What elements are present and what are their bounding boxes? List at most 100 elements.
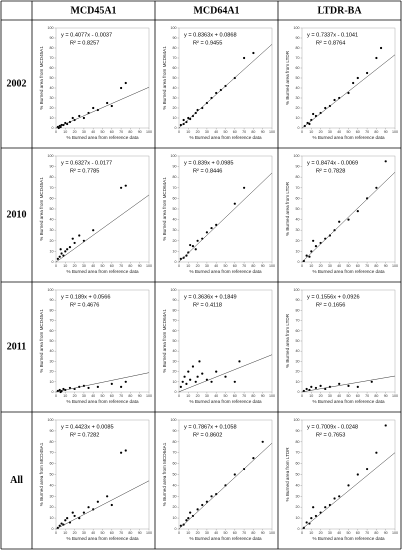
point [224,375,227,378]
x-tick-label: 70 [119,531,123,535]
y-tick-label: 70 [50,319,54,323]
y-tick-label: 40 [296,218,300,222]
point [347,91,350,95]
point [58,255,61,258]
point [179,524,182,527]
x-tick-label: 40 [214,130,218,134]
y-tick-label: 40 [296,349,300,353]
y-tick-label: 20 [296,370,300,374]
point [312,112,315,116]
x-tick-label: 30 [328,394,332,398]
fit-equation: y = 0.7337x - 0.1041 [307,32,358,38]
y-tick-label: 80 [296,440,300,444]
x-tick-label: 70 [242,130,246,134]
y-axis-label: % Burned area from MCD64A1 [162,309,167,373]
x-tick-label: 60 [233,531,237,535]
point [191,365,195,368]
y-tick-label: 70 [296,451,300,455]
x-axis-label: % Burned area from reference data [312,399,384,404]
x-axis-label: % Burned area from reference data [66,269,138,274]
y-tick-label: 0 [175,527,177,531]
x-tick-label: 100 [146,394,152,398]
x-tick-label: 90 [384,130,388,134]
y-tick-label: 10 [173,380,177,384]
y-tick-label: 70 [50,451,54,455]
y-tick-label: 90 [296,429,300,433]
x-tick-label: 70 [242,531,246,535]
x-tick-label: 40 [337,531,341,535]
x-tick-label: 0 [178,264,180,268]
fit-equation: y = 0.7009x - 0.0248 [307,424,358,430]
y-tick-label: 20 [50,370,54,374]
point [310,250,313,253]
point [333,497,336,500]
y-tick-label: 60 [50,462,54,466]
x-tick-label: 80 [128,394,132,398]
point [347,384,350,387]
point [196,508,199,511]
point [375,451,378,454]
point [189,378,192,381]
point [191,245,195,248]
y-tick-label: 90 [50,36,54,40]
y-tick-label: 40 [173,483,177,487]
y-tick-label: 10 [296,380,300,384]
y-tick-label: 90 [173,298,177,302]
y-tick-label: 70 [173,451,177,455]
x-tick-label: 90 [384,394,388,398]
x-tick-label: 0 [55,394,57,398]
x-tick-label: 0 [178,394,180,398]
y-tick-label: 100 [294,26,300,30]
scatter-chart: 0 10 20 30 40 50 60 70 80 90 100 0 10 20 30 40 50 60 70 80 9… [162,154,275,274]
y-tick-label: 100 [171,288,177,292]
y-tick-label: 30 [173,494,177,498]
point [233,473,236,476]
y-tick-label: 30 [50,96,54,100]
point [120,186,123,189]
point [252,457,255,460]
x-tick-label: 10 [186,394,190,398]
point [210,380,213,383]
x-tick-label: 50 [101,130,105,134]
y-tick-label: 10 [296,249,300,253]
x-tick-label: 60 [110,394,114,398]
y-tick-label: 30 [296,494,300,498]
x-tick-label: 30 [328,531,332,535]
y-tick-label: 20 [173,239,177,243]
x-tick-label: 90 [261,394,265,398]
y-tick-label: 70 [173,56,177,60]
point [189,511,192,514]
y-tick-label: 0 [52,527,54,531]
point [78,114,81,118]
point [56,257,59,260]
x-tick-label: 90 [138,531,142,535]
point [110,382,113,385]
x-tick-label: 0 [178,130,180,134]
point [78,517,81,520]
point [191,114,195,118]
y-tick-label: 40 [50,86,54,90]
point [384,424,387,427]
point [187,251,190,254]
point [68,246,72,249]
point [305,387,308,391]
point [333,98,336,102]
x-axis-label: % Burned area from reference data [312,135,384,140]
y-tick-label: 80 [173,308,177,312]
point [366,467,369,471]
point [243,56,246,60]
x-tick-label: 30 [205,531,209,535]
x-tick-label: 40 [337,394,341,398]
y-tick-label: 0 [298,390,300,394]
y-tick-label: 60 [296,196,300,200]
x-tick-label: 40 [337,264,341,268]
x-tick-label: 60 [356,130,360,134]
r-squared: R² = 0.4676 [70,302,99,308]
point [224,484,227,487]
y-tick-label: 0 [175,126,177,130]
y-tick-label: 30 [50,494,54,498]
y-axis-label: % Burned area from LTDR [285,181,290,236]
y-tick-label: 20 [296,505,300,509]
y-tick-label: 80 [296,308,300,312]
y-tick-label: 90 [50,298,54,302]
